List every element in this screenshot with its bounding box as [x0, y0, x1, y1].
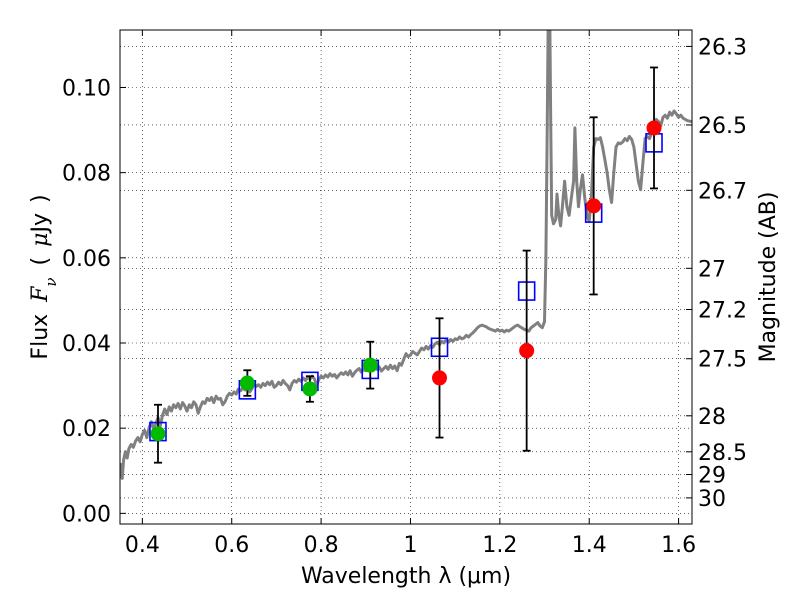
x-tick-label: 1.4 — [572, 533, 607, 558]
mag-tick-label: 27.5 — [698, 348, 747, 373]
y-tick-label: 0.10 — [62, 76, 111, 101]
observed-nir-point — [646, 120, 662, 136]
mag-tick-label: 28.5 — [698, 441, 747, 466]
y-tick-label: 0.00 — [62, 502, 111, 527]
grid — [120, 30, 692, 524]
x-tick-label: 1 — [403, 533, 417, 558]
mag-tick-label: 30 — [698, 487, 726, 512]
x-tick-label: 1.6 — [661, 533, 696, 558]
x-tick-label: 0.6 — [214, 533, 249, 558]
observed-nir-point — [586, 198, 602, 214]
observed-nir-point — [432, 370, 448, 386]
mag-tick-label: 26.5 — [698, 114, 747, 139]
mag-tick-label: 27 — [698, 257, 726, 282]
x-tick-label: 0.4 — [125, 533, 160, 558]
y-tick-label: 0.04 — [62, 332, 111, 357]
mag-tick-label: 28 — [698, 405, 726, 430]
y-tick-label: 0.02 — [62, 417, 111, 442]
y-axis-label: FluxFν(μJy) — [28, 194, 60, 359]
observed-optical-point — [302, 381, 318, 397]
observed-nir-point — [519, 343, 535, 359]
observed-optical-point — [239, 375, 255, 391]
x-tick-label: 0.8 — [304, 533, 339, 558]
mag-tick-label: 29 — [698, 464, 726, 489]
magnitude-axis-label: Magnitude (AB) — [756, 192, 781, 363]
y-tick-label: 0.06 — [62, 247, 111, 272]
mag-tick-label: 27.2 — [698, 299, 747, 324]
mag-tick-label: 26.7 — [698, 179, 747, 204]
observed-optical-point — [362, 357, 378, 373]
x-axis-label: Wavelength λ (μm) — [301, 564, 511, 589]
observed-optical-point — [150, 426, 166, 442]
axis-ticks: 0.4 0.6 0.8 1 1.2 1.4 1.6 0.00 0.02 0.04 0.06 0.08 0… — [62, 30, 747, 558]
template-spectrum-line — [120, 30, 692, 480]
plot-frame — [119, 29, 693, 525]
mag-tick-label: 26.3 — [698, 35, 747, 60]
plot-area — [120, 30, 692, 480]
x-tick-label: 1.2 — [482, 533, 517, 558]
y-tick-label: 0.08 — [62, 162, 111, 187]
